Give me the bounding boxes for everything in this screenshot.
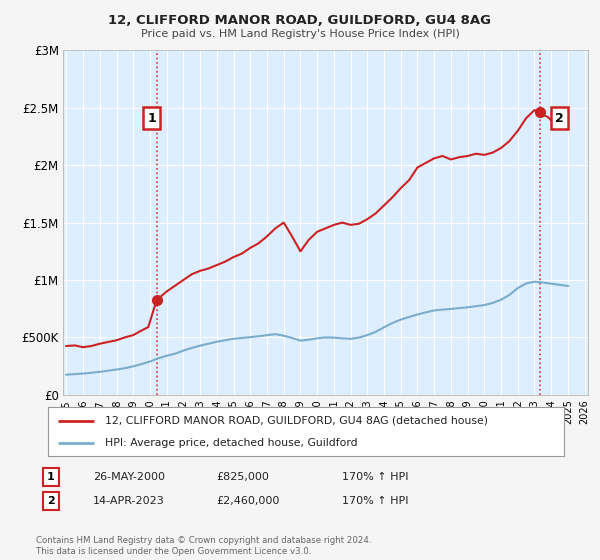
Text: £2,460,000: £2,460,000 <box>216 496 280 506</box>
Text: 12, CLIFFORD MANOR ROAD, GUILDFORD, GU4 8AG: 12, CLIFFORD MANOR ROAD, GUILDFORD, GU4 … <box>109 14 491 27</box>
Text: 26-MAY-2000: 26-MAY-2000 <box>93 472 165 482</box>
Text: 2: 2 <box>555 111 564 124</box>
Text: 170% ↑ HPI: 170% ↑ HPI <box>342 472 409 482</box>
Text: £825,000: £825,000 <box>216 472 269 482</box>
Text: Contains HM Land Registry data © Crown copyright and database right 2024.
This d: Contains HM Land Registry data © Crown c… <box>36 536 371 556</box>
Text: Price paid vs. HM Land Registry's House Price Index (HPI): Price paid vs. HM Land Registry's House … <box>140 29 460 39</box>
Text: 170% ↑ HPI: 170% ↑ HPI <box>342 496 409 506</box>
Text: 1: 1 <box>47 472 55 482</box>
Text: 1: 1 <box>147 111 156 124</box>
Text: 12, CLIFFORD MANOR ROAD, GUILDFORD, GU4 8AG (detached house): 12, CLIFFORD MANOR ROAD, GUILDFORD, GU4 … <box>105 416 488 426</box>
Text: 14-APR-2023: 14-APR-2023 <box>93 496 165 506</box>
Text: 2: 2 <box>47 496 55 506</box>
Text: HPI: Average price, detached house, Guildford: HPI: Average price, detached house, Guil… <box>105 437 358 447</box>
